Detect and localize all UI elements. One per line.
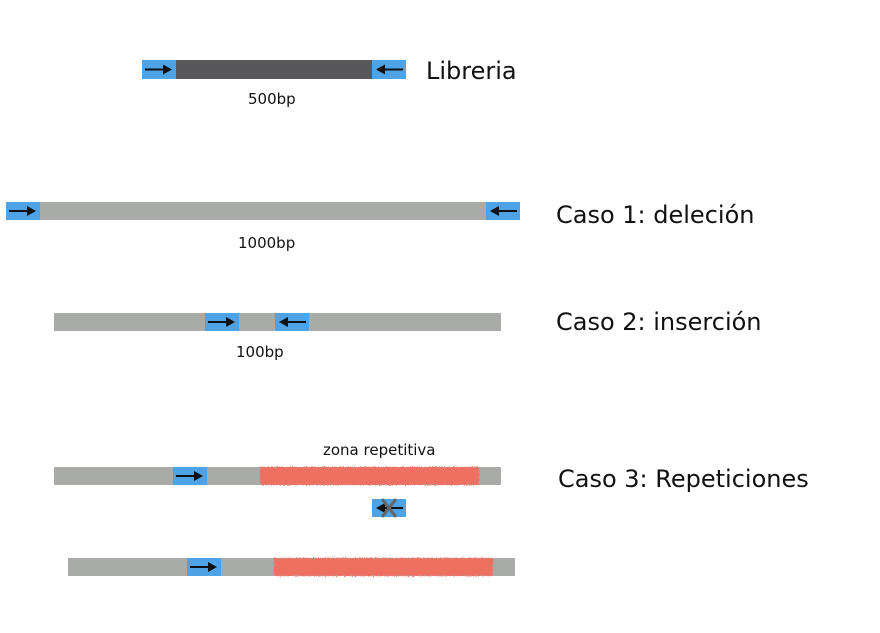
case3-lower-forward-primer — [187, 558, 221, 576]
failed-cross-icon — [380, 498, 398, 518]
library-insert-bar — [176, 60, 372, 79]
library-insert-size: 500bp — [248, 90, 296, 108]
case1-label: Caso 1: deleción — [556, 201, 755, 229]
case1-observed-size: 1000bp — [238, 234, 296, 252]
case3-lower-repeat-zone — [274, 558, 493, 576]
case1-genome-bar — [40, 202, 486, 220]
library-reverse-primer — [372, 60, 406, 79]
case3-upper-repeat-zone — [260, 467, 479, 485]
case3-label: Caso 3: Repeticiones — [558, 465, 809, 493]
library-read-pair — [142, 60, 406, 79]
case3-lower-copy — [68, 558, 515, 576]
case1-read-pair — [6, 202, 520, 220]
case2-reverse-primer — [275, 313, 309, 331]
case2-label: Caso 2: inserción — [556, 308, 762, 336]
repeat-zone-label: zona repetitiva — [323, 441, 436, 459]
case1-forward-primer — [6, 202, 40, 220]
library-label: Libreria — [426, 57, 517, 85]
case2-forward-primer — [205, 313, 239, 331]
case3-upper-forward-primer — [173, 467, 207, 485]
library-forward-primer — [142, 60, 176, 79]
case3-upper-copy — [54, 467, 501, 485]
case3-failed-reverse-primer — [372, 498, 406, 518]
case2-observed-size: 100bp — [236, 343, 284, 361]
case1-reverse-primer — [486, 202, 520, 220]
case2-read-pair — [54, 313, 501, 331]
